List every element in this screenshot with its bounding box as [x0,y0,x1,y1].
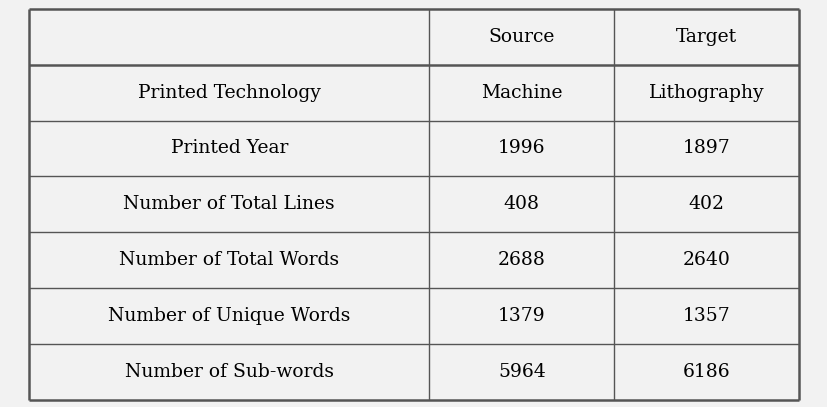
Text: Lithography: Lithography [648,84,763,102]
Text: 1379: 1379 [497,307,545,325]
Text: 1996: 1996 [498,140,545,158]
Text: Target: Target [675,28,736,46]
Text: 408: 408 [503,195,539,213]
Text: Printed Year: Printed Year [170,140,288,158]
Text: 6186: 6186 [682,363,729,381]
Text: Number of Total Lines: Number of Total Lines [123,195,335,213]
Text: 1357: 1357 [682,307,729,325]
Text: Printed Technology: Printed Technology [137,84,320,102]
Text: 2640: 2640 [681,251,729,269]
Text: 1897: 1897 [682,140,729,158]
Text: 402: 402 [688,195,724,213]
Text: 2688: 2688 [497,251,545,269]
Text: Number of Sub-words: Number of Sub-words [125,363,333,381]
Text: Number of Unique Words: Number of Unique Words [108,307,350,325]
Text: Source: Source [488,28,554,46]
Text: Machine: Machine [480,84,562,102]
Text: 5964: 5964 [497,363,545,381]
Text: Number of Total Words: Number of Total Words [119,251,339,269]
